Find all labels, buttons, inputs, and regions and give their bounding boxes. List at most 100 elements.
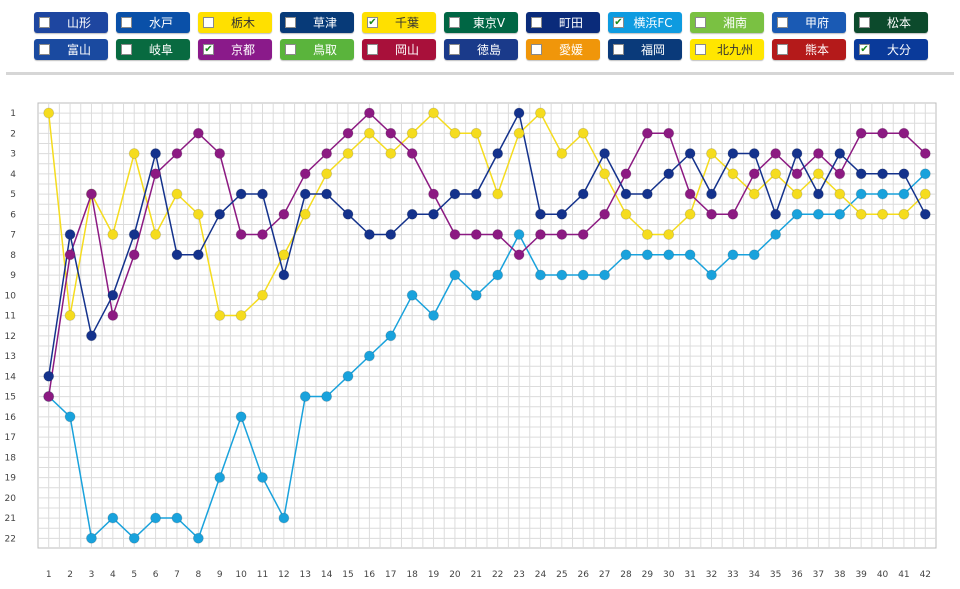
team-toggle-7[interactable]: 町田 <box>526 12 600 33</box>
data-point <box>385 127 397 139</box>
team-toggle-6[interactable]: 東京V <box>444 12 518 33</box>
checked-checkbox-icon[interactable]: ✔ <box>203 43 214 55</box>
data-point <box>192 208 204 220</box>
checkbox-icon[interactable] <box>285 17 296 28</box>
team-toggle-4[interactable]: 草津 <box>280 12 354 33</box>
team-toggle-12[interactable]: 富山 <box>34 39 108 60</box>
y-tick-label: 2 <box>10 129 16 139</box>
checked-checkbox-icon[interactable]: ✔ <box>859 43 870 55</box>
checkbox-icon[interactable] <box>695 44 706 55</box>
checkbox-icon[interactable] <box>531 44 542 55</box>
x-tick-label: 35 <box>770 570 781 580</box>
data-point <box>64 229 76 240</box>
checkbox-icon[interactable] <box>695 17 706 28</box>
checkbox-icon[interactable] <box>859 17 870 28</box>
data-point <box>706 269 717 281</box>
checkbox-icon[interactable] <box>613 44 624 55</box>
data-point <box>192 532 204 544</box>
checkbox-icon[interactable] <box>203 17 214 28</box>
data-point <box>513 127 525 139</box>
checkbox-icon[interactable] <box>531 17 542 28</box>
y-tick-label: 15 <box>5 393 16 403</box>
data-point <box>107 289 119 301</box>
team-toggle-21[interactable]: 熊本 <box>772 39 846 60</box>
checkbox-icon[interactable] <box>39 44 50 55</box>
x-tick-label: 36 <box>791 570 803 580</box>
data-point <box>535 107 546 119</box>
data-point <box>663 168 675 180</box>
data-point <box>919 168 931 180</box>
team-toggle-1[interactable]: 山形 <box>34 12 108 33</box>
team-toggle-13[interactable]: 岐阜 <box>116 39 190 60</box>
x-tick-label: 5 <box>131 570 137 580</box>
checked-checkbox-icon[interactable]: ✔ <box>367 16 378 28</box>
team-toggle-10[interactable]: 甲府 <box>772 12 846 33</box>
y-tick-label: 20 <box>5 494 17 504</box>
x-tick-label: 30 <box>663 570 675 580</box>
team-name: 北九州 <box>716 43 753 57</box>
team-toggle-15[interactable]: 鳥取 <box>280 39 354 60</box>
data-point <box>641 249 653 261</box>
data-point <box>86 330 97 342</box>
data-point <box>535 208 546 220</box>
team-toggle-14[interactable]: ✔ 京都 <box>198 39 272 60</box>
team-name: 熊本 <box>804 43 829 57</box>
data-point <box>620 249 632 261</box>
data-point <box>406 148 418 159</box>
checkbox-icon[interactable] <box>449 44 460 55</box>
data-point <box>128 148 140 159</box>
checkbox-icon[interactable] <box>121 44 132 55</box>
checkbox-icon[interactable] <box>285 44 296 55</box>
checkbox-icon[interactable] <box>777 17 788 28</box>
y-tick-label: 3 <box>10 150 16 160</box>
team-toggle-11[interactable]: 松本 <box>854 12 928 33</box>
data-point <box>513 107 525 119</box>
x-tick-label: 27 <box>599 570 610 580</box>
checkbox-icon[interactable] <box>777 44 788 55</box>
data-point <box>449 229 461 240</box>
team-toggle-2[interactable]: 水戸 <box>116 12 190 33</box>
team-toggle-17[interactable]: 徳島 <box>444 39 518 60</box>
data-point <box>813 168 824 180</box>
team-toggle-18[interactable]: 愛媛 <box>526 39 600 60</box>
y-tick-label: 16 <box>5 413 17 423</box>
team-toggle-3[interactable]: 栃木 <box>198 12 272 33</box>
data-point <box>855 188 867 200</box>
checkbox-icon[interactable] <box>121 17 132 28</box>
data-point <box>278 208 290 220</box>
data-point <box>855 208 867 220</box>
y-tick-label: 1 <box>10 109 16 119</box>
checked-checkbox-icon[interactable]: ✔ <box>613 16 624 28</box>
x-tick-label: 3 <box>89 570 95 580</box>
data-point <box>813 148 824 159</box>
x-tick-label: 28 <box>620 570 632 580</box>
team-toggle-20[interactable]: 北九州 <box>690 39 764 60</box>
data-point <box>706 208 717 220</box>
x-tick-label: 38 <box>834 570 846 580</box>
checkbox-icon[interactable] <box>449 17 460 28</box>
data-point <box>214 310 226 321</box>
team-toggle-22[interactable]: ✔ 大分 <box>854 39 928 60</box>
data-point <box>641 127 653 139</box>
data-point <box>428 310 439 321</box>
team-toggle-5[interactable]: ✔ 千葉 <box>362 12 436 33</box>
checkbox-icon[interactable] <box>367 44 378 55</box>
y-tick-label: 13 <box>5 352 16 362</box>
x-tick-label: 19 <box>428 570 440 580</box>
team-toggle-19[interactable]: 福岡 <box>608 39 682 60</box>
team-toggle-16[interactable]: 岡山 <box>362 39 436 60</box>
team-toggle-9[interactable]: 湘南 <box>690 12 764 33</box>
data-point <box>684 249 696 261</box>
team-toggle-8[interactable]: ✔ 横浜FC <box>608 12 682 33</box>
data-point <box>834 148 846 159</box>
data-point <box>577 127 589 139</box>
data-point <box>770 148 782 159</box>
checkbox-icon[interactable] <box>39 17 50 28</box>
data-point <box>556 208 568 220</box>
x-tick-label: 12 <box>278 570 289 580</box>
x-tick-label: 22 <box>492 570 503 580</box>
x-tick-label: 40 <box>877 570 889 580</box>
x-tick-label: 39 <box>855 570 867 580</box>
team-name: 千葉 <box>394 16 419 30</box>
x-tick-label: 4 <box>110 570 116 580</box>
